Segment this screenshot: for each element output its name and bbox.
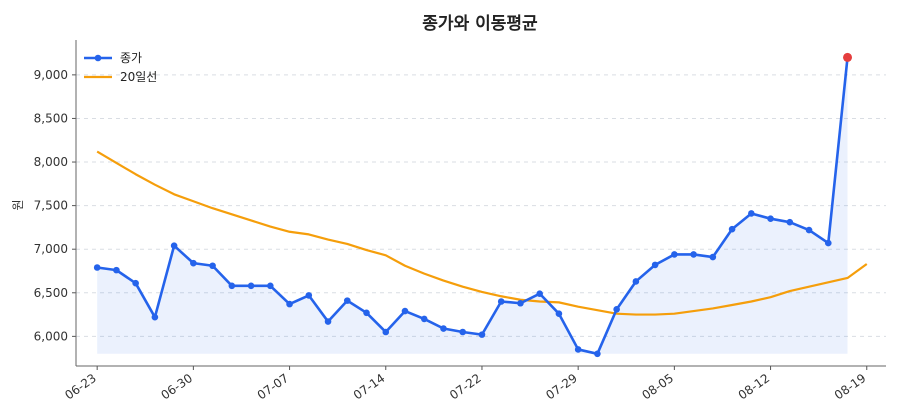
x-tick-label: 06-23 [62,371,99,402]
y-tick-label: 8,500 [34,111,68,125]
close-line [96,57,849,356]
close-point [151,313,159,321]
close-point [805,226,813,234]
close-point [594,350,601,358]
close-point [824,239,832,247]
x-tick-label: 08-05 [639,371,676,402]
close-point [170,242,178,250]
close-point [420,315,428,323]
close-point [93,264,101,271]
close-point [536,290,543,297]
x-tick-label: 08-19 [832,371,869,402]
close-point [574,346,582,353]
x-tick-label: 06-30 [158,371,195,402]
close-point [305,292,313,299]
x-tick-label: 07-29 [543,371,580,402]
chart-title: 종가와 이동평균 [422,14,538,34]
close-point [497,298,505,305]
grid-lines [76,74,886,337]
close-last-point [843,52,853,62]
close-point [363,309,370,317]
y-tick-label: 6,000 [34,329,68,343]
close-point [113,266,120,274]
close-point [267,282,274,290]
y-axis-label: 원 [11,199,25,210]
close-point [459,328,467,336]
close-point [343,297,351,304]
y-tick-label: 9,000 [34,68,68,82]
close-point [728,225,736,233]
close-point [209,262,216,270]
x-tick-label: 08-12 [736,371,773,402]
close-point [690,251,697,258]
close-point [401,307,409,315]
close-point [382,328,390,336]
close-point [613,306,620,313]
close-point [286,300,293,308]
y-tick-label: 6,500 [34,286,68,300]
plot-area [93,52,868,358]
y-tick-label: 7,000 [34,242,68,256]
close-point [632,278,640,285]
close-point [555,310,563,318]
legend-marker-close [94,54,102,62]
close-point [247,282,255,290]
x-tick-label: 07-14 [351,371,388,402]
ma20-line [96,150,868,316]
x-tick-label: 07-22 [447,371,484,402]
close-point [440,325,447,332]
close-point [190,259,197,267]
y-tick-label: 7,500 [34,199,68,213]
legend: 종가 20일선 [84,51,157,84]
close-point [324,318,332,325]
legend-label-close: 종가 [120,51,142,65]
close-point [132,279,139,287]
y-tick-label: 8,000 [34,155,68,169]
close-point [786,218,794,226]
close-point [517,299,524,307]
close-point [671,251,678,258]
close-point [767,215,774,222]
close-point [651,261,659,269]
x-tick-label: 07-07 [255,371,292,402]
close-point [478,331,486,338]
close-point [228,282,236,290]
close-area-fill [97,57,848,354]
close-point [709,253,717,261]
close-point [748,210,755,217]
legend-label-ma20: 20일선 [120,70,157,84]
